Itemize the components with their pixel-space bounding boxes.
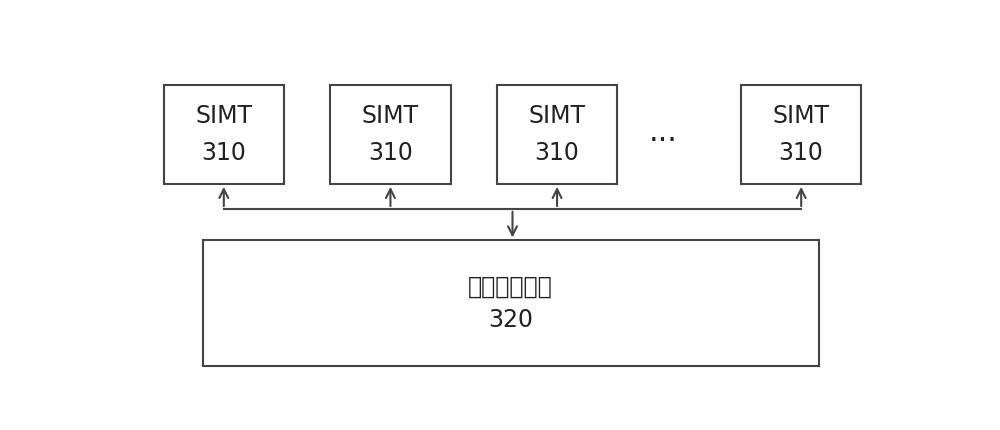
Text: SIMT: SIMT: [528, 104, 586, 128]
Text: 310: 310: [368, 141, 413, 165]
Text: SIMT: SIMT: [773, 104, 830, 128]
Bar: [164, 85, 284, 184]
Text: ...: ...: [649, 118, 678, 147]
Text: SIMT: SIMT: [362, 104, 419, 128]
Text: 功耗控制单元: 功耗控制单元: [468, 275, 553, 299]
Text: 320: 320: [488, 308, 533, 332]
Text: 310: 310: [535, 141, 580, 165]
Bar: [202, 240, 819, 366]
Bar: [741, 85, 861, 184]
Bar: [330, 85, 450, 184]
Text: SIMT: SIMT: [195, 104, 252, 128]
Bar: [497, 85, 617, 184]
Text: 310: 310: [201, 141, 246, 165]
Text: 310: 310: [779, 141, 824, 165]
